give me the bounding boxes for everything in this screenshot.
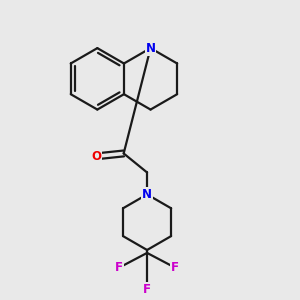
Text: F: F [171,261,179,274]
Text: O: O [91,150,101,163]
Text: N: N [146,42,155,55]
Text: F: F [115,261,123,274]
Text: N: N [142,188,152,201]
Text: F: F [143,283,151,296]
